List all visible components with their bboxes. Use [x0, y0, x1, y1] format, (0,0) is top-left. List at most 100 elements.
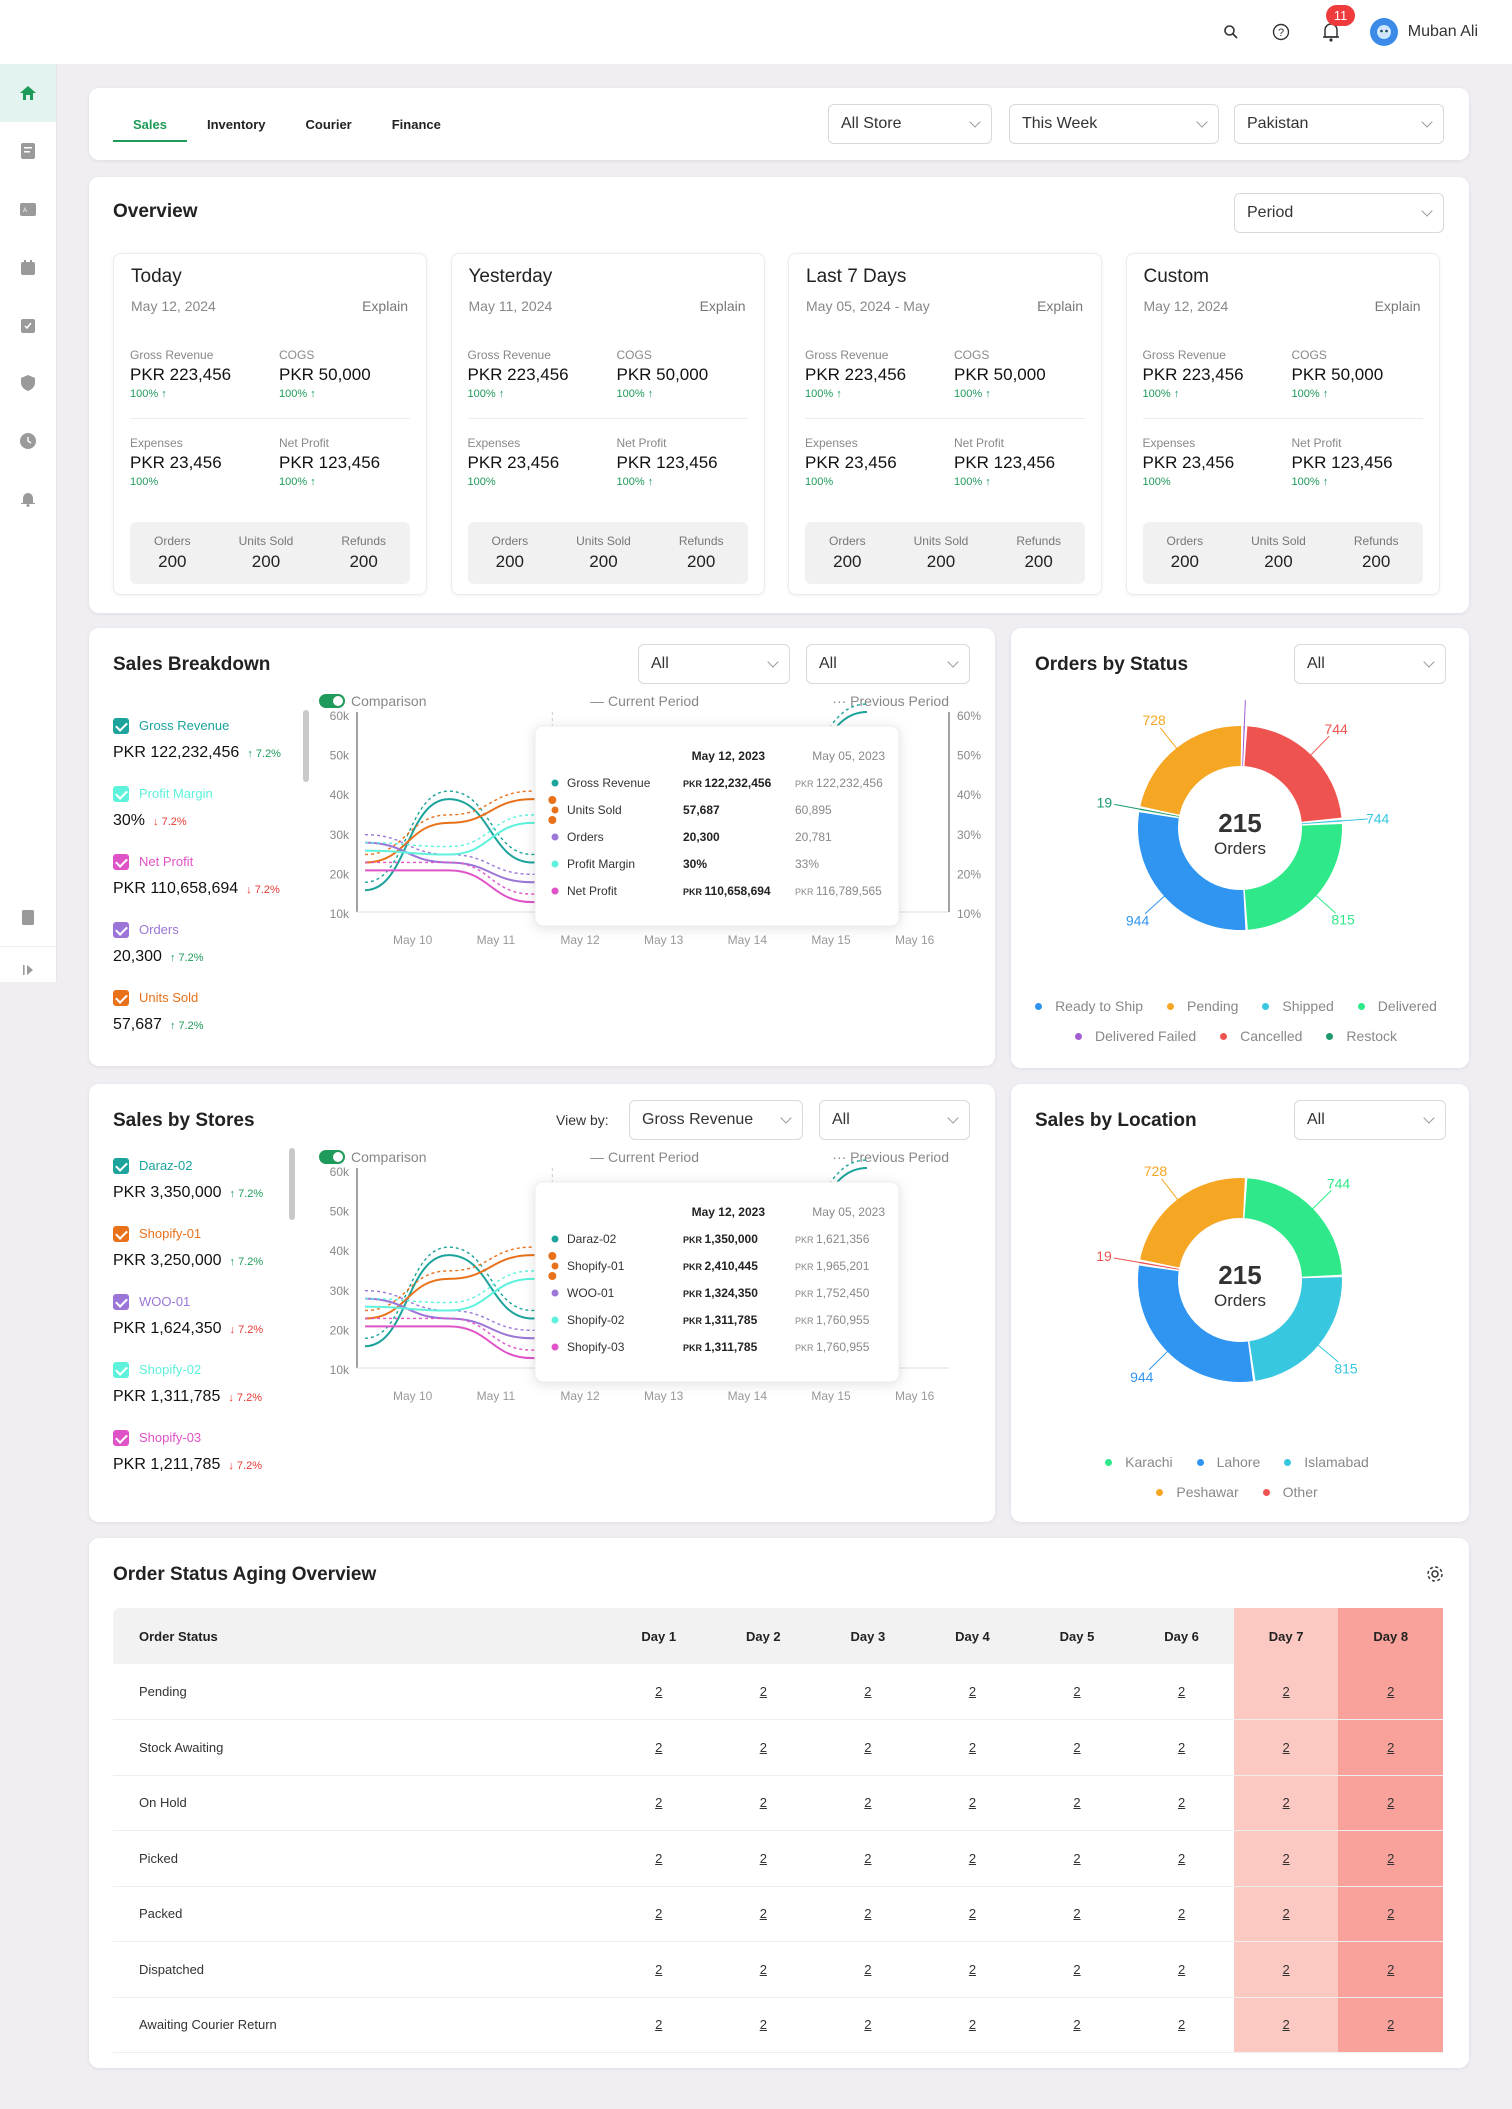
aging-count-cell[interactable]: 2	[815, 1830, 921, 1887]
country-select[interactable]: Pakistan	[1234, 104, 1444, 144]
sidebar-item-tasks[interactable]	[0, 296, 56, 354]
aging-count-cell[interactable]: 2	[1024, 1664, 1130, 1720]
explain-link[interactable]: Explain	[1037, 298, 1083, 314]
aging-count-cell[interactable]: 2	[1129, 1886, 1234, 1942]
checkbox[interactable]	[113, 1158, 129, 1174]
view-by-select[interactable]: Gross Revenue	[629, 1100, 803, 1140]
checkbox[interactable]	[113, 1430, 129, 1446]
tab-inventory[interactable]: Inventory	[206, 116, 266, 132]
legend-item[interactable]: Other	[1262, 1484, 1326, 1500]
aging-count-cell[interactable]: 2	[1024, 1997, 1130, 2053]
sidebar-item-inventory[interactable]	[0, 238, 56, 296]
aging-count-cell[interactable]: 2	[815, 1886, 921, 1942]
aging-count-cell[interactable]: 2	[920, 1941, 1025, 1998]
aging-count-cell[interactable]: 2	[920, 1719, 1025, 1776]
list-scrollbar[interactable]	[303, 710, 309, 782]
list-item[interactable]: Profit Margin 30% ↓ 7.2%	[113, 782, 293, 850]
aging-count-cell[interactable]: 2	[711, 1941, 816, 1998]
legend-item[interactable]: Karachi	[1105, 1454, 1180, 1470]
comparison-toggle[interactable]	[319, 1150, 345, 1164]
explain-link[interactable]: Explain	[362, 298, 408, 314]
sidebar-item-catalog[interactable]: A	[0, 180, 56, 238]
aging-count-cell[interactable]: 2	[606, 1997, 712, 2053]
list-item[interactable]: Shopify-03 PKR 1,211,785 ↓ 7.2%	[113, 1426, 293, 1494]
aging-count-cell[interactable]: 2	[815, 1775, 921, 1831]
aging-count-cell[interactable]: 2	[1024, 1775, 1130, 1831]
list-item[interactable]: Shopify-01 PKR 3,250,000 ↑ 7.2%	[113, 1222, 293, 1290]
aging-count-cell[interactable]: 2	[711, 1719, 816, 1776]
aging-count-cell[interactable]: 2	[606, 1719, 712, 1776]
aging-count-cell[interactable]: 2	[1233, 1775, 1339, 1831]
legend-item[interactable]: Restock	[1326, 1028, 1405, 1044]
aging-count-cell[interactable]: 2	[1129, 1830, 1234, 1887]
aging-count-cell[interactable]: 2	[1233, 1664, 1339, 1720]
checkbox[interactable]	[113, 786, 129, 802]
list-item[interactable]: Daraz-02 PKR 3,350,000 ↑ 7.2%	[113, 1154, 293, 1222]
aging-count-cell[interactable]: 2	[1338, 1775, 1443, 1831]
sidebar-collapse[interactable]	[0, 946, 56, 992]
aging-count-cell[interactable]: 2	[1338, 1830, 1443, 1887]
aging-count-cell[interactable]: 2	[1233, 1719, 1339, 1776]
aging-count-cell[interactable]: 2	[1129, 1941, 1234, 1998]
sidebar-item-alerts[interactable]	[0, 470, 56, 528]
aging-count-cell[interactable]: 2	[1024, 1719, 1130, 1776]
store-select[interactable]: All Store	[828, 104, 992, 144]
legend-item[interactable]: Peshawar	[1156, 1484, 1246, 1500]
list-item[interactable]: Net Profit PKR 110,658,694 ↓ 7.2%	[113, 850, 293, 918]
aging-count-cell[interactable]: 2	[606, 1775, 712, 1831]
checkbox[interactable]	[113, 1362, 129, 1378]
aging-count-cell[interactable]: 2	[1338, 1997, 1443, 2053]
aging-count-cell[interactable]: 2	[815, 1719, 921, 1776]
aging-count-cell[interactable]: 2	[920, 1997, 1025, 2053]
aging-count-cell[interactable]: 2	[815, 1997, 921, 2053]
aging-count-cell[interactable]: 2	[711, 1664, 816, 1720]
aging-count-cell[interactable]: 2	[1024, 1886, 1130, 1942]
search-icon[interactable]	[1220, 21, 1242, 43]
aging-count-cell[interactable]: 2	[1233, 1997, 1339, 2053]
sidebar-item-history[interactable]	[0, 412, 56, 470]
breakdown-select-2[interactable]: All	[806, 644, 970, 684]
legend-item[interactable]: Delivered Failed	[1074, 1028, 1204, 1044]
aging-count-cell[interactable]: 2	[711, 1997, 816, 2053]
list-item[interactable]: Gross Revenue PKR 122,232,456 ↑ 7.2%	[113, 714, 293, 782]
aging-count-cell[interactable]: 2	[1129, 1719, 1234, 1776]
comparison-toggle[interactable]	[319, 694, 345, 708]
checkbox[interactable]	[113, 718, 129, 734]
orders-status-select[interactable]: All	[1294, 644, 1446, 684]
help-icon[interactable]: ?	[1270, 21, 1292, 43]
list-item[interactable]: Shopify-02 PKR 1,311,785 ↓ 7.2%	[113, 1358, 293, 1426]
aging-count-cell[interactable]: 2	[606, 1941, 712, 1998]
aging-count-cell[interactable]: 2	[1024, 1941, 1130, 1998]
legend-item[interactable]: Pending	[1167, 998, 1246, 1014]
aging-count-cell[interactable]: 2	[711, 1830, 816, 1887]
period-filter-select[interactable]: This Week	[1009, 104, 1219, 144]
aging-count-cell[interactable]: 2	[711, 1775, 816, 1831]
list-item[interactable]: Units Sold 57,687 ↑ 7.2%	[113, 986, 293, 1054]
aging-count-cell[interactable]: 2	[1338, 1719, 1443, 1776]
explain-link[interactable]: Explain	[1374, 298, 1421, 314]
sidebar-item-docs[interactable]	[0, 888, 56, 946]
breakdown-select-1[interactable]: All	[638, 644, 790, 684]
tab-sales[interactable]: Sales	[113, 88, 187, 160]
aging-count-cell[interactable]: 2	[1129, 1997, 1234, 2053]
checkbox[interactable]	[113, 922, 129, 938]
aging-count-cell[interactable]: 2	[1233, 1941, 1339, 1998]
bell-icon[interactable]: 11	[1320, 5, 1356, 43]
aging-count-cell[interactable]: 2	[1338, 1664, 1443, 1720]
user-menu[interactable]: Muban Ali	[1369, 18, 1478, 46]
aging-count-cell[interactable]: 2	[1233, 1830, 1339, 1887]
checkbox[interactable]	[113, 854, 129, 870]
legend-item[interactable]: Lahore	[1196, 1454, 1269, 1470]
checkbox[interactable]	[113, 1294, 129, 1310]
tab-finance[interactable]: Finance	[391, 116, 441, 132]
aging-count-cell[interactable]: 2	[711, 1886, 816, 1942]
checkbox[interactable]	[113, 1226, 129, 1242]
aging-count-cell[interactable]: 2	[815, 1664, 921, 1720]
checkbox[interactable]	[113, 990, 129, 1006]
aging-count-cell[interactable]: 2	[606, 1830, 712, 1887]
legend-item[interactable]: Islamabad	[1284, 1454, 1377, 1470]
aging-count-cell[interactable]: 2	[1233, 1886, 1339, 1942]
list-item[interactable]: WOO-01 PKR 1,624,350 ↓ 7.2%	[113, 1290, 293, 1358]
legend-item[interactable]: Delivered	[1357, 998, 1445, 1014]
aging-count-cell[interactable]: 2	[1129, 1664, 1234, 1720]
